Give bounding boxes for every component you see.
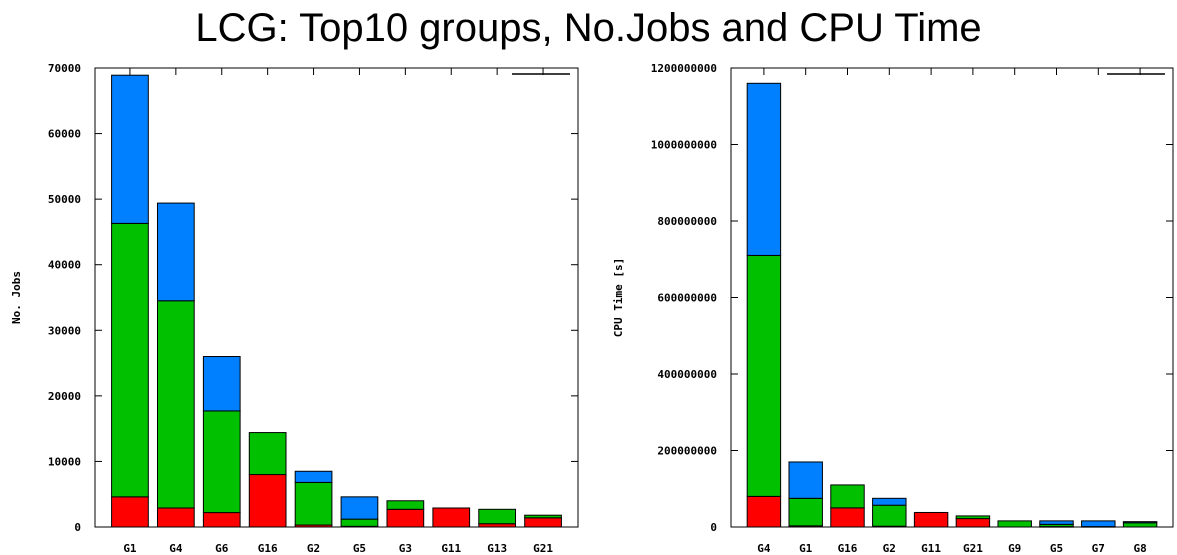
bar-G6-segment-0 bbox=[202, 512, 241, 528]
y-tick-label: 60000 bbox=[48, 128, 81, 141]
bar-G11-segment-0 bbox=[913, 511, 949, 528]
y-tick-label: 10000 bbox=[48, 455, 81, 468]
bar-G16-segment-0 bbox=[830, 507, 865, 528]
x-tick-label: G1 bbox=[799, 542, 813, 555]
y-tick-label: 800000000 bbox=[657, 215, 717, 228]
bar-G5-segment-2 bbox=[1039, 520, 1074, 525]
bar-G21-segment-0 bbox=[524, 517, 562, 528]
x-tick-label: G11 bbox=[921, 542, 941, 555]
bar-G16-segment-0 bbox=[248, 474, 287, 528]
bar-G6-segment-2 bbox=[202, 356, 241, 412]
y-tick-label: 1200000000 bbox=[651, 62, 717, 75]
bar-G21-segment-0 bbox=[955, 518, 991, 528]
bar-G4-segment-1 bbox=[156, 300, 195, 509]
x-tick-label: G21 bbox=[533, 542, 553, 555]
bar-G4-segment-0 bbox=[156, 507, 195, 528]
plot-frame bbox=[94, 67, 579, 528]
y-tick-label: 1000000000 bbox=[651, 139, 717, 152]
y-axis-title: No. Jobs bbox=[10, 271, 23, 324]
bar-G16-segment-1 bbox=[830, 484, 865, 509]
bar-G4-segment-0 bbox=[746, 495, 782, 528]
bar-G21-segment-1 bbox=[524, 514, 562, 519]
bar-G16-segment-1 bbox=[248, 432, 287, 476]
plot-frame bbox=[730, 67, 1174, 528]
y-tick-label: 40000 bbox=[48, 259, 81, 272]
y-tick-label: 0 bbox=[710, 521, 717, 534]
x-tick-label: G5 bbox=[1050, 542, 1063, 555]
y-tick-label: 50000 bbox=[48, 193, 81, 206]
bar-G4-segment-2 bbox=[746, 82, 782, 256]
chart-cpu-time: 0 200000000 400000000 600000000 800000000 100… bbox=[612, 62, 1174, 555]
bar-G2-segment-1 bbox=[872, 504, 907, 527]
x-tick-label: G16 bbox=[838, 542, 858, 555]
bar-G6-segment-1 bbox=[202, 410, 241, 514]
bar-G3-segment-0 bbox=[386, 508, 425, 528]
bar-G2-segment-2 bbox=[294, 470, 333, 483]
y-axis-title: CPU Time [s] bbox=[612, 258, 625, 337]
x-tick-label: G2 bbox=[307, 542, 320, 555]
bar-G5-segment-1 bbox=[340, 518, 379, 527]
x-tick-label: G3 bbox=[399, 542, 412, 555]
x-tick-label: G5 bbox=[353, 542, 366, 555]
y-tick-label: 20000 bbox=[48, 390, 81, 403]
bar-G4-segment-2 bbox=[156, 202, 195, 302]
bar-G8-segment-1 bbox=[1122, 522, 1158, 528]
bar-G1-segment-0 bbox=[111, 496, 149, 528]
bar-G13-segment-1 bbox=[478, 508, 517, 525]
x-tick-label: G8 bbox=[1133, 542, 1146, 555]
bar-G1-segment-2 bbox=[111, 74, 149, 224]
y-tick-label: 200000000 bbox=[657, 445, 717, 458]
x-tick-label: G4 bbox=[757, 542, 771, 555]
bar-G21-segment-1 bbox=[955, 515, 991, 520]
bar-G2-segment-1 bbox=[294, 481, 333, 526]
bar-G5-segment-2 bbox=[340, 496, 379, 520]
x-tick-label: G6 bbox=[215, 542, 229, 555]
bar-G7-segment-2 bbox=[1081, 520, 1116, 528]
bar-G2-segment-2 bbox=[872, 497, 907, 506]
x-tick-label: G11 bbox=[441, 542, 461, 555]
bar-G8-segment-2 bbox=[1122, 521, 1158, 524]
x-tick-label: G4 bbox=[169, 542, 183, 555]
y-tick-label: 30000 bbox=[48, 324, 81, 337]
y-tick-label: 600000000 bbox=[657, 292, 717, 305]
bar-G11-segment-0 bbox=[432, 507, 471, 528]
bar-G3-segment-1 bbox=[386, 500, 425, 510]
x-tick-label: G7 bbox=[1092, 542, 1105, 555]
y-tick-label: 0 bbox=[74, 521, 81, 534]
bar-G1-segment-1 bbox=[111, 222, 149, 498]
x-tick-label: G2 bbox=[883, 542, 896, 555]
x-tick-label: G1 bbox=[123, 542, 137, 555]
x-tick-label: G21 bbox=[963, 542, 983, 555]
chart-no-jobs: 0 10000 20000 30000 40000 50000 60000 70000 No. … bbox=[10, 62, 579, 555]
bar-G4-segment-1 bbox=[746, 254, 782, 497]
bar-G9-segment-1 bbox=[997, 520, 1032, 528]
bar-G1-segment-1 bbox=[788, 497, 823, 527]
x-tick-label: G13 bbox=[487, 542, 507, 555]
x-tick-label: G16 bbox=[258, 542, 278, 555]
y-tick-label: 70000 bbox=[48, 62, 81, 75]
x-tick-label: G9 bbox=[1008, 542, 1021, 555]
y-tick-label: 400000000 bbox=[657, 368, 717, 381]
bar-G1-segment-2 bbox=[788, 461, 823, 499]
figure-title: LCG: Top10 groups, No.Jobs and CPU Time bbox=[195, 6, 982, 50]
